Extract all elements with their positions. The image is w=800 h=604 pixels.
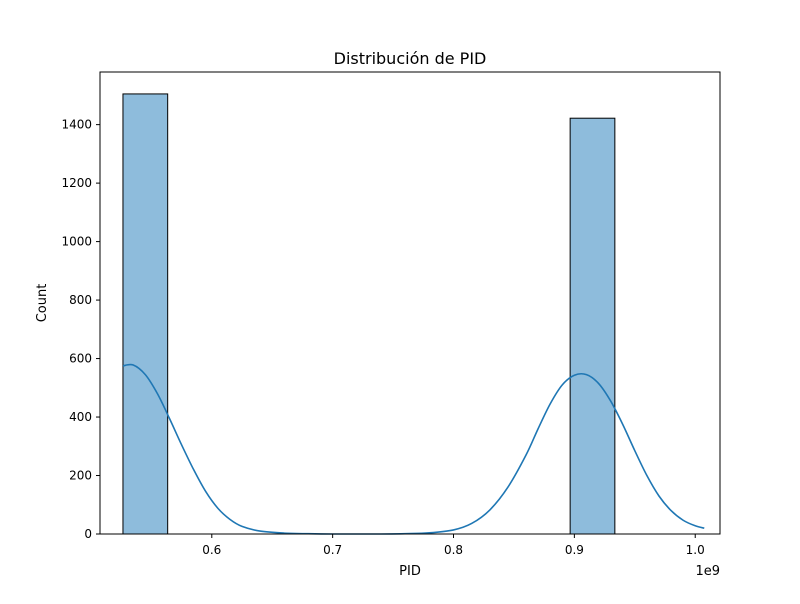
x-tick-label: 0.6	[202, 543, 221, 557]
y-axis: 0 200 400 600 800 1000 1200 1400	[61, 118, 100, 541]
x-tick-label: 1.0	[686, 543, 705, 557]
x-tick-label: 0.8	[444, 543, 463, 557]
y-tick-label: 800	[69, 293, 92, 307]
y-tick-label: 600	[69, 352, 92, 366]
y-tick-label: 400	[69, 410, 92, 424]
x-tick-label: 0.9	[565, 543, 584, 557]
kde-curve-group	[122, 363, 705, 535]
histogram-bars	[122, 93, 616, 535]
x-axis-offset-label: 1e9	[695, 564, 720, 579]
x-tick-label: 0.7	[323, 543, 342, 557]
y-tick-label: 1200	[61, 176, 92, 190]
histogram-bar-1	[122, 93, 169, 535]
histogram-bar-2	[569, 117, 616, 535]
chart-title: Distribución de PID	[334, 49, 487, 68]
plot-frame	[99, 71, 721, 535]
y-tick-label: 1400	[61, 118, 92, 132]
kde-curve	[122, 363, 705, 535]
y-axis-label: Count	[35, 284, 50, 323]
y-tick-label: 1000	[61, 235, 92, 249]
x-axis-label: PID	[399, 564, 421, 579]
y-tick-label: 0	[84, 527, 92, 541]
x-axis: 0.6 0.7 0.8 0.9 1.0	[202, 534, 705, 557]
y-tick-label: 200	[69, 469, 92, 483]
